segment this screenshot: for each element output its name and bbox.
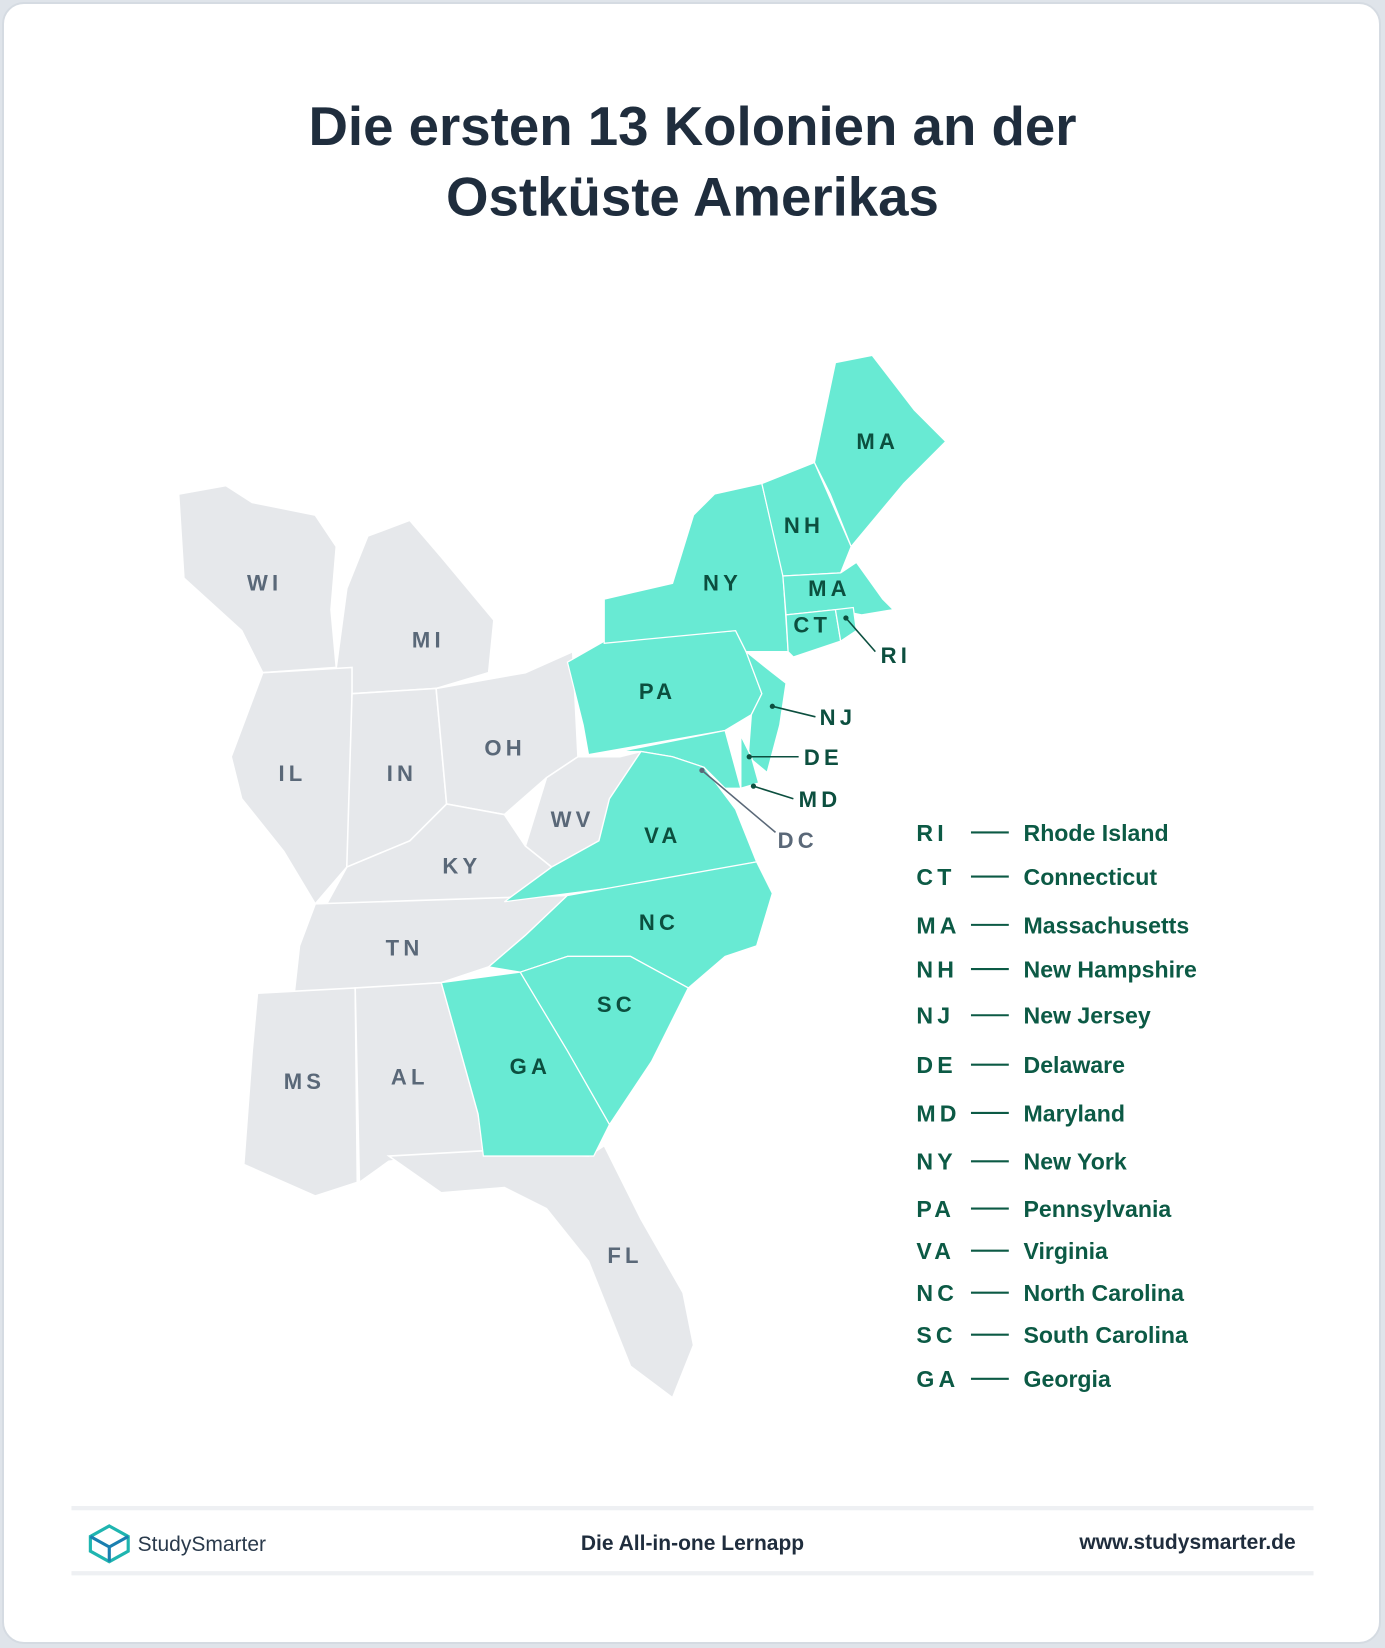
label-in: IN xyxy=(387,761,417,786)
legend-row: NC North Carolina xyxy=(916,1280,1184,1306)
label-fl: FL xyxy=(607,1243,642,1268)
callout-line-ri xyxy=(845,617,876,653)
legend-abbr: GA xyxy=(916,1366,959,1392)
footer-tagline: Die All-in-one Lernapp xyxy=(581,1532,804,1555)
label-ms: MS xyxy=(284,1069,325,1094)
label-ct: CT xyxy=(793,613,831,638)
label-wi: WI xyxy=(247,571,282,596)
callouts: RI NJ DE MD DC xyxy=(699,615,911,853)
legend-row: GA Georgia xyxy=(916,1366,1111,1392)
callout-line-dc xyxy=(701,769,777,834)
state-fl xyxy=(386,1144,695,1400)
legend-name: New Hampshire xyxy=(1024,956,1198,982)
state-wi xyxy=(177,484,338,674)
legend-name: Connecticut xyxy=(1024,864,1158,890)
label-nc: NC xyxy=(639,910,679,935)
legend-abbr: CT xyxy=(916,864,955,890)
legend-abbr: NJ xyxy=(916,1003,954,1029)
title-line-2: Ostküste Amerikas xyxy=(446,167,939,228)
legend-name: Massachusetts xyxy=(1024,912,1190,938)
callout-line-md xyxy=(753,785,794,800)
legend-name: Virginia xyxy=(1024,1238,1108,1264)
label-wv: WV xyxy=(551,807,595,832)
legend-name: Rhode Island xyxy=(1024,820,1169,846)
label-ny: NY xyxy=(703,571,742,596)
legend-row: VA Virginia xyxy=(916,1238,1108,1264)
legend-abbr: MD xyxy=(916,1100,960,1126)
legend-abbr: RI xyxy=(916,820,948,846)
label-nh: NH xyxy=(784,513,824,538)
legend-abbr: VA xyxy=(916,1238,955,1264)
callout-dot-md xyxy=(750,783,757,789)
label-mi: MI xyxy=(412,627,445,652)
label-ma: MA xyxy=(808,576,851,601)
title-line-1: Die ersten 13 Kolonien an der xyxy=(308,96,1076,157)
legend-row: NJ New Jersey xyxy=(916,1003,1151,1029)
label-oh: OH xyxy=(484,736,525,761)
label-ga: GA xyxy=(510,1054,551,1079)
label-ma-maine: MA xyxy=(856,429,899,454)
brand-name: StudySmarter xyxy=(138,1533,266,1556)
colony-ct xyxy=(785,608,842,658)
map: WI MI IL IN OH WV KY TN MS AL FL MA NH N… xyxy=(177,354,947,1400)
label-pa: PA xyxy=(639,679,676,704)
studysmarter-logo-icon xyxy=(88,1524,130,1564)
legend-row: CT Connecticut xyxy=(916,864,1157,890)
callout-label-ri: RI xyxy=(881,643,911,668)
legend-abbr: MA xyxy=(916,912,960,938)
footer-url[interactable]: www.studysmarter.de xyxy=(1078,1531,1295,1554)
legend-row: NY New York xyxy=(916,1149,1127,1175)
callout-label-nj: NJ xyxy=(820,705,857,730)
label-ky: KY xyxy=(442,853,481,878)
legend-abbr: DE xyxy=(916,1052,957,1078)
legend-abbr: SC xyxy=(916,1322,957,1348)
callout-line-nj xyxy=(772,705,816,718)
state-mi xyxy=(335,519,495,695)
legend-row: PA Pennsylvania xyxy=(916,1196,1171,1222)
label-il: IL xyxy=(278,761,306,786)
legend-row: MD Maryland xyxy=(916,1100,1125,1126)
legend-row: MA Massachusetts xyxy=(916,912,1189,938)
legend-row: DE Delaware xyxy=(916,1052,1125,1078)
legend-name: North Carolina xyxy=(1024,1280,1185,1306)
legend-abbr: PA xyxy=(916,1196,955,1222)
legend: RI Rhode Island CT Connecticut MA Massachuset… xyxy=(916,820,1197,1392)
legend-row: RI Rhode Island xyxy=(916,820,1168,846)
legend-row: SC South Carolina xyxy=(916,1322,1188,1348)
colony-de xyxy=(740,735,760,790)
callout-label-de: DE xyxy=(804,745,843,770)
legend-name: New York xyxy=(1024,1149,1127,1175)
legend-name: Georgia xyxy=(1024,1366,1111,1392)
callout-label-md: MD xyxy=(799,787,842,812)
legend-name: South Carolina xyxy=(1024,1322,1188,1348)
legend-name: New Jersey xyxy=(1024,1003,1151,1029)
label-va: VA xyxy=(644,823,681,848)
legend-name: Maryland xyxy=(1024,1100,1125,1126)
legend-abbr: NY xyxy=(916,1149,957,1175)
legend-abbr: NH xyxy=(916,956,958,982)
legend-row: NH New Hampshire xyxy=(916,956,1197,982)
legend-name: Delaware xyxy=(1024,1052,1126,1078)
label-al: AL xyxy=(391,1065,429,1090)
colony-nh xyxy=(761,461,852,577)
callout-label-dc: DC xyxy=(778,828,818,853)
colony-ga xyxy=(440,971,611,1157)
label-tn: TN xyxy=(386,935,424,960)
colony-nj xyxy=(744,649,787,774)
legend-abbr: NC xyxy=(916,1280,958,1306)
colony-ny xyxy=(603,482,789,653)
label-sc: SC xyxy=(597,992,636,1017)
legend-name: Pennsylvania xyxy=(1024,1196,1172,1222)
